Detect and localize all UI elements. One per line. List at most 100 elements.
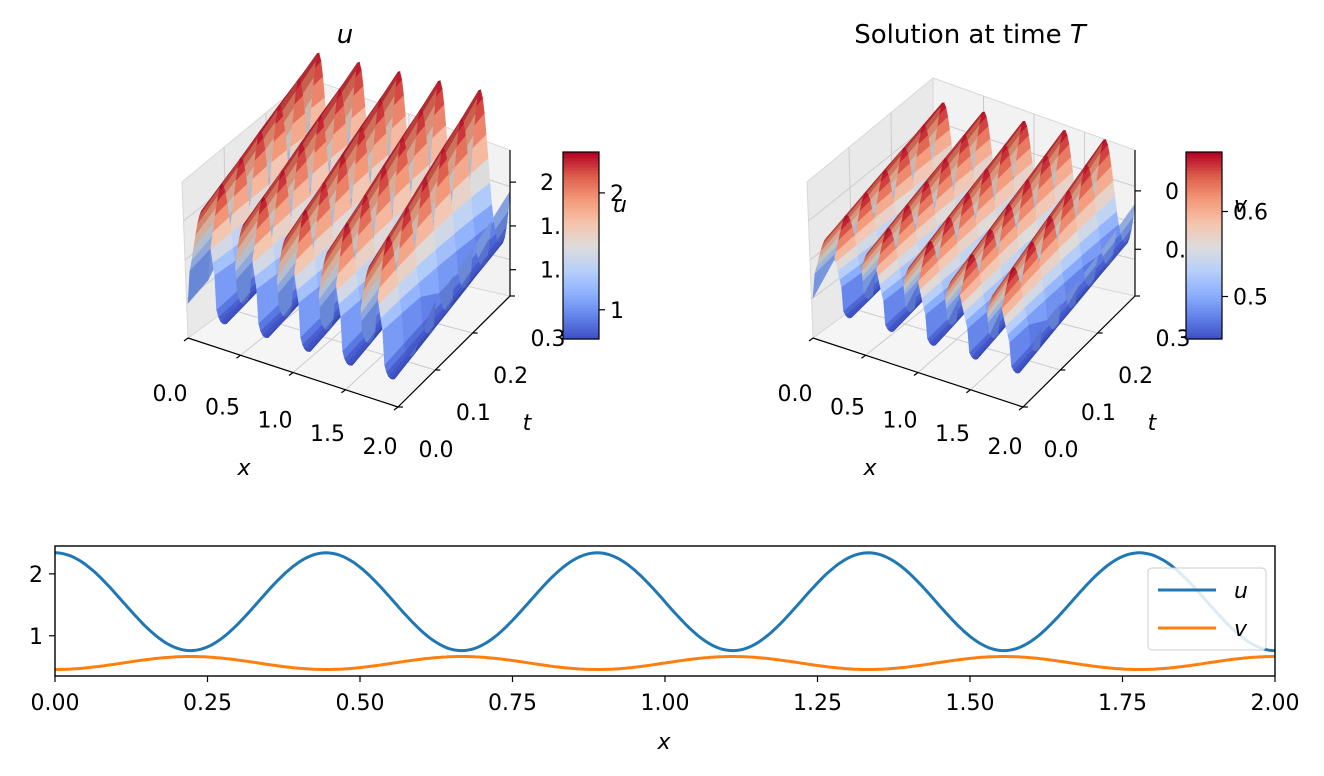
- t-tick-label: 0.1: [456, 401, 491, 426]
- colorbar-band: [563, 329, 599, 334]
- z-tick-label: 0.: [1165, 238, 1186, 263]
- colorbar-frame: [562, 151, 600, 340]
- t-tick-label: 0.1: [1081, 401, 1116, 426]
- t-tick-label: 0.0: [1044, 438, 1079, 463]
- line-plot-xlabel: x: [656, 730, 671, 755]
- colorbar-band: [1186, 155, 1222, 159]
- surface-plot-u-tlabel: t: [523, 411, 533, 436]
- colorbar-band: [1186, 329, 1222, 334]
- colorbar-band: [1186, 236, 1222, 240]
- series-line-u: [54, 551, 1276, 653]
- colorbar-band: [563, 164, 599, 169]
- line-plot-series: [54, 551, 1276, 671]
- colorbar-band: [1186, 270, 1222, 275]
- colorbar-band: [563, 326, 599, 331]
- colorbar-band: [563, 304, 599, 309]
- colorbar-band: [563, 254, 599, 259]
- surface-plot-v-tlabel: t: [1148, 411, 1158, 436]
- surface-plot-u-axes: 0.00.51.01.52.0 0.00.10.20.321.1.: [153, 150, 566, 463]
- x-tick-label: 2.00: [1251, 691, 1300, 716]
- z-tick-label: 1.: [540, 259, 561, 284]
- colorbar-band: [563, 286, 599, 290]
- colorbar-band: [1186, 208, 1222, 212]
- x-tick-label: 0.5: [205, 395, 240, 420]
- colorbar-band: [1186, 264, 1222, 268]
- colorbar-band: [563, 314, 599, 318]
- colorbar-band: [1186, 248, 1222, 253]
- x-tick: [288, 372, 294, 376]
- colorbar-band: [563, 223, 599, 228]
- colorbar-frame: [1185, 151, 1223, 340]
- t-axis-line: [1022, 295, 1136, 408]
- colorbar-band: [563, 195, 599, 200]
- colorbar-band: [563, 214, 599, 219]
- colorbar-band: [1186, 282, 1222, 287]
- colorbar-tick-label: 0.6: [1233, 201, 1268, 226]
- colorbar-band: [563, 236, 599, 240]
- colorbar-band: [563, 332, 599, 337]
- t-tick-label: 0.3: [1156, 327, 1191, 352]
- z-tick-label: 2: [540, 171, 554, 196]
- colorbar-band: [563, 183, 599, 187]
- surface-plot-u-colorbar: 1 2u: [562, 151, 627, 340]
- colorbar-band: [1186, 180, 1222, 184]
- colorbar-band: [1186, 220, 1222, 225]
- x-tick-label: 1.75: [1098, 691, 1147, 716]
- colorbar-band: [563, 261, 599, 265]
- colorbar-band: [563, 155, 599, 159]
- colorbar-band: [1186, 326, 1222, 331]
- colorbar-band: [1186, 170, 1222, 175]
- colorbar-band: [1186, 335, 1222, 340]
- z-tick-label: 1.: [540, 215, 561, 240]
- colorbar-band: [563, 233, 599, 237]
- x-tick: [966, 389, 971, 394]
- x-tick-label: 1.50: [946, 691, 995, 716]
- x-tick-label: 2.0: [988, 435, 1023, 460]
- colorbar-band: [1186, 314, 1222, 318]
- x-tick: [236, 354, 241, 359]
- colorbar-band: [1186, 323, 1222, 328]
- colorbar-band: [563, 301, 599, 306]
- colorbar-band: [1186, 186, 1222, 190]
- x-tick: [341, 389, 346, 394]
- colorbar-band: [563, 201, 599, 206]
- x-tick-label: 0.0: [778, 382, 813, 407]
- colorbar-band: [563, 161, 599, 166]
- x-tick-label: 0.0: [153, 382, 188, 407]
- x-tick-label: 1.25: [793, 691, 842, 716]
- colorbar-band: [1186, 233, 1222, 237]
- colorbar-band: [1186, 254, 1222, 259]
- colorbar-band: [563, 158, 599, 162]
- legend-label-v: v: [1234, 617, 1248, 642]
- colorbar-band: [563, 335, 599, 340]
- colorbar-band: [1186, 189, 1222, 194]
- colorbar-band: [1186, 164, 1222, 169]
- x-tick: [861, 354, 866, 359]
- colorbar-band: [563, 307, 599, 312]
- line-plot: 0.00 0.25 0.50 0.75 1.00 1.25 1.50 1.75 2.00 1 2 x…: [29, 545, 1300, 755]
- colorbar-band: [1186, 211, 1222, 215]
- legend-label-u: u: [1234, 579, 1248, 604]
- x-tick: [1018, 406, 1024, 411]
- colorbar-band: [1186, 226, 1222, 231]
- colorbar-band: [1186, 301, 1222, 306]
- colorbar-band: [563, 245, 599, 250]
- x-tick-label: 1.0: [883, 409, 918, 434]
- x-tick: [808, 337, 814, 342]
- colorbar-band: [1186, 201, 1222, 206]
- x-tick-label: 1.00: [641, 691, 690, 716]
- colorbar-band: [1186, 176, 1222, 181]
- colorbar-band: [563, 198, 599, 203]
- colorbar-band: [563, 220, 599, 225]
- colorbar-band: [563, 229, 599, 234]
- colorbar-band: [563, 295, 599, 300]
- colorbar-band: [1186, 161, 1222, 166]
- colorbar-band: [563, 276, 599, 281]
- colorbar-band: [563, 257, 599, 262]
- colorbar-band: [563, 208, 599, 212]
- colorbar-band: [563, 292, 599, 296]
- colorbar-band: [1186, 229, 1222, 234]
- colorbar-band: [1186, 286, 1222, 290]
- colorbar-band: [1186, 267, 1222, 272]
- colorbar-tick-label: 0.5: [1233, 286, 1268, 311]
